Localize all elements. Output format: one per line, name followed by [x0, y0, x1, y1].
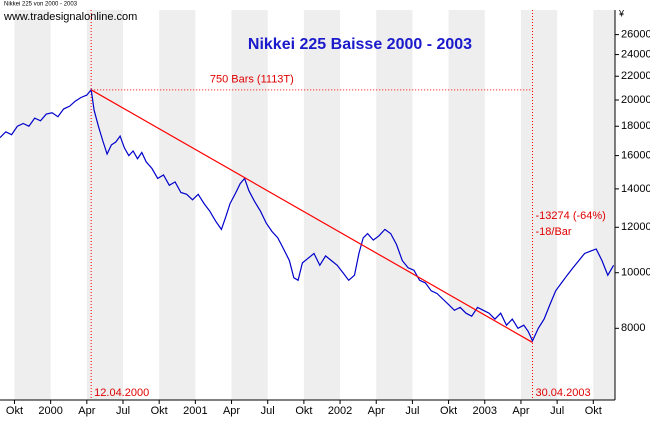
chart-subtitle: Nikkei 225 von 2000 - 2003: [4, 2, 78, 8]
y-tick-label: 8000: [621, 322, 645, 334]
x-tick-label: Apr: [223, 405, 240, 417]
y-tick-label: 14000: [621, 183, 650, 195]
quarter-band: [520, 10, 558, 400]
x-tick-label: 2001: [183, 405, 207, 417]
x-tick-label: Apr: [78, 405, 95, 417]
quarter-band: [86, 10, 123, 400]
y-tick-label: 26000: [621, 29, 650, 41]
y-tick-label: 24000: [621, 48, 650, 60]
x-tick-label: Apr: [368, 405, 385, 417]
x-tick-label: Jul: [261, 405, 275, 417]
quarter-band: [303, 10, 341, 400]
x-tick-label: 2002: [328, 405, 352, 417]
y-tick-label: 16000: [621, 150, 650, 162]
x-tick-label: Jul: [550, 405, 564, 417]
quarter-band: [448, 10, 485, 400]
bands: [14, 10, 615, 400]
y-tick-label: 12000: [621, 221, 650, 233]
x-tick-label: Jul: [116, 405, 130, 417]
range-label: 750 Bars (1113T): [210, 74, 294, 86]
x-tick-label: Okt: [585, 405, 602, 417]
chart-title: Nikkei 225 Baisse 2000 - 2003: [248, 36, 472, 53]
y-tick-label: 18000: [621, 120, 650, 132]
y-tick-label: 10000: [621, 267, 650, 279]
x-tick-label: 2003: [473, 405, 497, 417]
quarter-band: [14, 10, 51, 400]
quarter-band: [231, 10, 268, 400]
quarter-band: [376, 10, 413, 400]
y-axis-label: ¥: [618, 8, 625, 18]
x-tick-label: 2000: [38, 405, 62, 417]
change-label: -13274 (-64%): [536, 210, 606, 222]
trendline: [90, 89, 533, 343]
quarter-band: [159, 10, 196, 400]
price-line: [0, 88, 615, 343]
x-tick-label: Jul: [405, 405, 419, 417]
quarter-band: [593, 10, 615, 400]
source-label: www.tradesignalonline.com: [3, 11, 137, 23]
x-tick-label: Okt: [151, 405, 168, 417]
start-date-label: 12.04.2000: [94, 387, 149, 399]
y-tick-label: 20000: [621, 94, 650, 106]
x-tick-label: Okt: [6, 405, 23, 417]
x-tick-label: Apr: [512, 405, 529, 417]
per-bar-label: -18/Bar: [536, 226, 572, 238]
end-date-label: 30.04.2003: [536, 387, 591, 399]
y-tick-label: 22000: [621, 70, 650, 82]
x-tick-label: Okt: [295, 405, 312, 417]
x-tick-label: Okt: [440, 405, 457, 417]
